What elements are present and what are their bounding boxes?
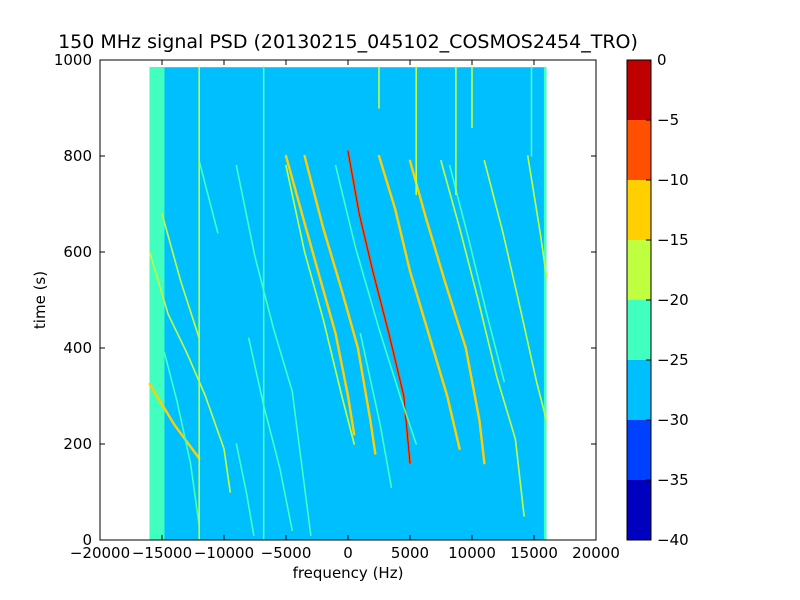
colorbar-tick-label: −25 xyxy=(657,351,689,369)
y-tick-label: 200 xyxy=(63,435,92,453)
chart-title: 150 MHz signal PSD (20130215_045102_COSM… xyxy=(58,31,638,53)
x-tick-label: −5000 xyxy=(261,544,312,562)
signal-trace-15 xyxy=(235,443,255,537)
signal-trace-4 xyxy=(163,351,200,527)
x-tick-label: −15000 xyxy=(132,544,192,562)
x-axis-label: frequency (Hz) xyxy=(293,564,404,582)
x-tick-label: 10000 xyxy=(448,544,496,562)
colorbar-tick-label: −30 xyxy=(657,411,689,429)
colorbar: −40 −35 −30 −25 −20 −15 −10 −5 0 xyxy=(626,51,689,549)
signal-trace-core-9 xyxy=(347,151,411,464)
y-tick-label: 1000 xyxy=(54,51,92,69)
x-tick-label: 5000 xyxy=(391,544,429,562)
colorbar-band xyxy=(627,300,651,360)
signal-trace-13 xyxy=(483,160,548,421)
colorbar-band xyxy=(627,60,651,120)
colorbar-tick-label: −40 xyxy=(657,531,689,549)
signal-trace-8 xyxy=(303,154,377,455)
plot-area: −20000 −15000 −10000 −5000 0 5000 10000 15000 20… xyxy=(54,51,620,562)
signal-trace-2 xyxy=(148,251,231,493)
colorbar-tick-label: −35 xyxy=(657,471,689,489)
colorbar-band xyxy=(627,420,651,480)
x-tick-label: −10000 xyxy=(194,544,254,562)
signal-trace-14 xyxy=(526,155,548,277)
colorbar-bands xyxy=(627,60,651,540)
y-tick-label: 400 xyxy=(63,339,92,357)
y-tick-label: 0 xyxy=(82,531,92,549)
heatmap-field xyxy=(149,67,547,540)
x-tick-label: 20000 xyxy=(572,544,620,562)
heatmap-edge-band-left xyxy=(149,67,165,540)
signal-trace-17 xyxy=(334,164,418,445)
signal-trace-19 xyxy=(359,332,393,489)
signal-trace-12 xyxy=(440,160,525,517)
trace-layer xyxy=(148,66,548,541)
colorbar-band xyxy=(627,480,651,540)
y-axis-label: time (s) xyxy=(31,271,49,329)
x-tick-label: 15000 xyxy=(510,544,558,562)
signal-trace-1 xyxy=(148,382,201,460)
x-tick-label: 0 xyxy=(343,544,353,562)
colorbar-tick-label: −20 xyxy=(657,291,689,309)
colorbar-tick-label: 0 xyxy=(657,51,667,69)
heatmap-layer xyxy=(149,67,547,540)
signal-trace-6 xyxy=(285,164,356,445)
colorbar-band xyxy=(627,120,651,180)
signal-trace-20 xyxy=(198,160,219,234)
y-tick-label: 600 xyxy=(63,243,92,261)
signal-trace-11 xyxy=(408,159,486,465)
signal-trace-3 xyxy=(161,212,200,340)
colorbar-tick-label: −15 xyxy=(657,231,689,249)
x-axis-ticks: −20000 −15000 −10000 −5000 0 5000 10000 15000 20… xyxy=(70,60,620,562)
colorbar-tick-label: −5 xyxy=(657,111,679,129)
x-tick-label: −20000 xyxy=(70,544,130,562)
colorbar-tick-label: −10 xyxy=(657,171,689,189)
colorbar-band xyxy=(627,240,651,300)
signal-trace-5 xyxy=(235,164,312,537)
heatmap-edge-band-right xyxy=(543,67,547,540)
colorbar-band xyxy=(627,180,651,240)
y-axis-ticks: 0 200 400 600 800 1000 xyxy=(54,51,596,549)
y-tick-label: 800 xyxy=(63,147,92,165)
signal-trace-10 xyxy=(377,154,461,450)
signal-trace-18 xyxy=(448,164,506,383)
colorbar-ticks: −40 −35 −30 −25 −20 −15 −10 −5 0 xyxy=(646,51,689,549)
colorbar-band xyxy=(627,360,651,420)
signal-trace-7 xyxy=(284,154,356,436)
signal-trace-16 xyxy=(248,337,294,532)
